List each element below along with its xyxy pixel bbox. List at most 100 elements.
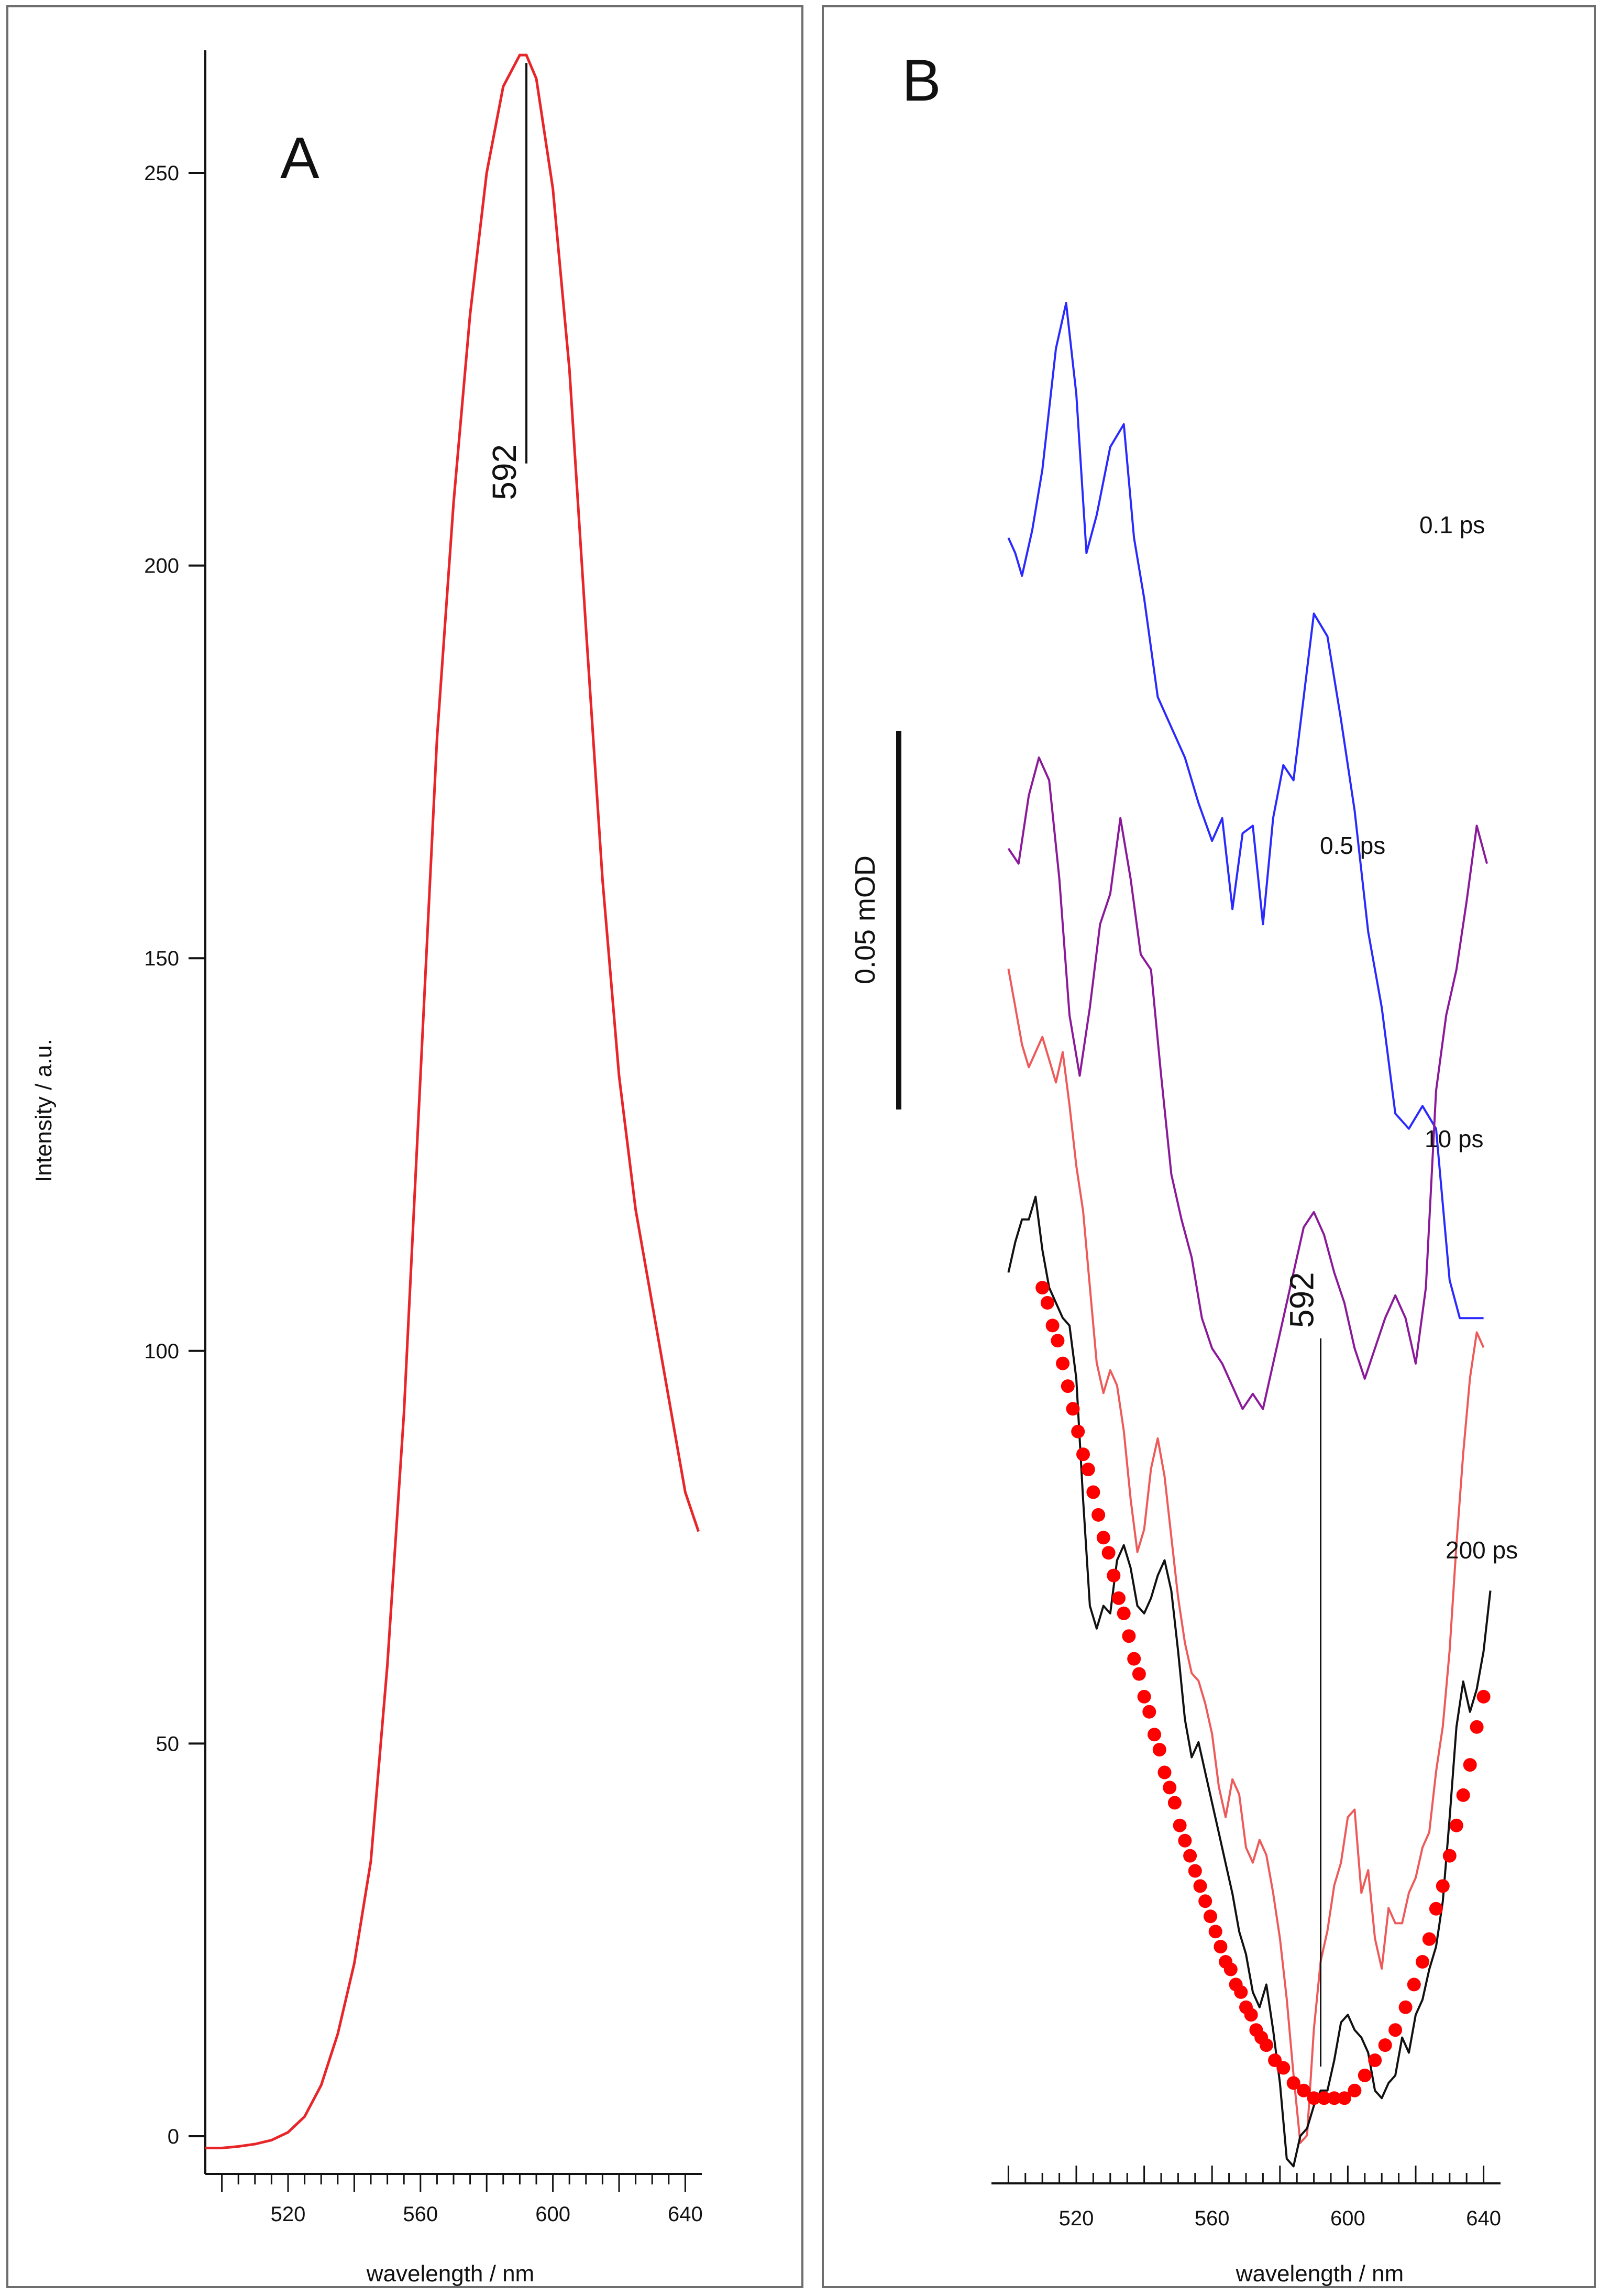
panel-b-x-tick-label: 520 bbox=[1059, 2207, 1094, 2230]
fit-point bbox=[1122, 1629, 1136, 1643]
fit-point bbox=[1137, 1689, 1151, 1704]
fit-point bbox=[1223, 1962, 1238, 1976]
fit-point bbox=[1056, 1356, 1070, 1370]
fit-point bbox=[1096, 1531, 1110, 1545]
series-label: 0.5 ps bbox=[1320, 832, 1385, 859]
fit-point bbox=[1152, 1743, 1166, 1757]
fit-point bbox=[1107, 1568, 1121, 1583]
fit-point bbox=[1081, 1463, 1095, 1477]
fit-point bbox=[1463, 1758, 1477, 1772]
fit-point bbox=[1416, 1955, 1429, 1969]
fit-point bbox=[1188, 1864, 1202, 1878]
panel-a-x-axis-title: wavelength / nm bbox=[366, 2261, 534, 2287]
panel-b-x-tick-label: 600 bbox=[1330, 2207, 1365, 2230]
fit-point bbox=[1449, 1818, 1463, 1832]
fit-point bbox=[1183, 1849, 1197, 1863]
fit-point bbox=[1337, 2091, 1351, 2105]
panel-a-y-tick-label: 250 bbox=[144, 162, 179, 185]
fit-point bbox=[1071, 1424, 1085, 1438]
fit-point bbox=[1276, 2061, 1291, 2075]
series-line-0-5-ps bbox=[1007, 756, 1488, 1410]
fit-point bbox=[1117, 1606, 1131, 1620]
fit-point bbox=[1173, 1818, 1187, 1832]
panel-a-x-tick-label: 640 bbox=[668, 2203, 703, 2226]
fit-point bbox=[1127, 1652, 1141, 1666]
fit-point bbox=[1035, 1281, 1050, 1295]
fit-point bbox=[1358, 2068, 1372, 2082]
fit-point bbox=[1407, 1978, 1421, 1992]
fit-point bbox=[1456, 1788, 1470, 1802]
series-label: 0.1 ps bbox=[1419, 511, 1485, 539]
fit-point bbox=[1244, 2008, 1258, 2022]
series-line-10-ps bbox=[1007, 969, 1485, 2144]
fit-point bbox=[1086, 1485, 1100, 1499]
series-label: 200 ps bbox=[1446, 1536, 1518, 1564]
panel-b-frame bbox=[822, 5, 1596, 2288]
fit-point bbox=[1436, 1879, 1450, 1893]
fit-point bbox=[1429, 1902, 1443, 1916]
fit-point bbox=[1307, 2091, 1321, 2105]
fit-point bbox=[1051, 1334, 1065, 1348]
panel-b-592-label: 592 bbox=[1283, 1272, 1321, 1328]
fit-point bbox=[1442, 1849, 1457, 1863]
fit-point bbox=[1348, 2083, 1362, 2097]
fit-point bbox=[1142, 1705, 1156, 1719]
fit-point bbox=[1148, 1728, 1161, 1742]
panel-a-y-tick-label: 200 bbox=[144, 555, 179, 578]
panel-a-y-tick-label: 0 bbox=[168, 2125, 179, 2148]
panel-b-letter: B bbox=[902, 48, 941, 113]
panel-a-592-label: 592 bbox=[486, 444, 523, 500]
panel-a-x-tick-label: 600 bbox=[535, 2203, 570, 2226]
panel-a: 0 50 100 150 200 250 520 560 600 640 592 A Inten… bbox=[31, 50, 703, 2287]
fit-point bbox=[1076, 1447, 1090, 1462]
fit-point bbox=[1259, 2038, 1273, 2052]
fit-point bbox=[1317, 2091, 1331, 2105]
fit-point bbox=[1388, 2023, 1403, 2037]
fit-point bbox=[1378, 2038, 1392, 2052]
fit-point bbox=[1163, 1781, 1177, 1795]
fit-point bbox=[1178, 1833, 1192, 1848]
fit-point bbox=[1112, 1591, 1126, 1605]
panel-a-y-tick-label: 100 bbox=[144, 1340, 179, 1363]
fit-point bbox=[1132, 1667, 1146, 1681]
fit-point bbox=[1286, 2076, 1300, 2090]
panel-a-y-tick-label: 150 bbox=[144, 947, 179, 970]
fit-point bbox=[1297, 2083, 1311, 2097]
panel-a-x-tick-label: 520 bbox=[271, 2203, 306, 2226]
fit-point bbox=[1045, 1319, 1060, 1333]
fit-point bbox=[1040, 1296, 1054, 1310]
fit-point bbox=[1091, 1508, 1106, 1522]
series-label: 10 ps bbox=[1425, 1125, 1484, 1152]
fit-point bbox=[1198, 1894, 1212, 1908]
fit-point bbox=[1398, 2000, 1413, 2014]
fit-point bbox=[1167, 1796, 1182, 1810]
fit-point bbox=[1470, 1720, 1484, 1734]
fit-point bbox=[1327, 2091, 1341, 2105]
panel-a-y-tick-label: 50 bbox=[156, 1732, 180, 1755]
fit-point bbox=[1422, 1932, 1436, 1946]
fit-point bbox=[1157, 1765, 1172, 1779]
fit-point bbox=[1476, 1689, 1491, 1704]
panel-a-emission-line bbox=[205, 53, 700, 2149]
fit-point bbox=[1204, 1909, 1217, 1924]
fit-point bbox=[1234, 1985, 1248, 1999]
panel-b: 520 560 600 640 B 0.05 mOD 592 0.1 ps 0.5 ps… bbox=[850, 48, 1518, 2287]
fit-point bbox=[1066, 1402, 1080, 1416]
panel-b-x-tick-label: 560 bbox=[1195, 2207, 1230, 2230]
fit-point bbox=[1193, 1879, 1207, 1893]
series-line-200-ps bbox=[1007, 1195, 1492, 2168]
fit-point bbox=[1214, 1940, 1228, 1954]
panel-b-x-axis-title: wavelength / nm bbox=[1236, 2261, 1404, 2287]
panel-b-x-tick-label: 640 bbox=[1466, 2207, 1501, 2230]
panel-a-x-tick-label: 560 bbox=[403, 2203, 438, 2226]
panel-a-y-axis-title: Intensity / a.u. bbox=[31, 1039, 57, 1182]
scale-bar-label: 0.05 mOD bbox=[850, 855, 881, 984]
fit-point bbox=[1208, 1925, 1222, 1939]
fit-point bbox=[1061, 1379, 1075, 1393]
fit-point bbox=[1101, 1546, 1116, 1560]
series-line-0-1-ps bbox=[1007, 302, 1484, 1320]
fit-point bbox=[1368, 2053, 1382, 2067]
panel-a-frame bbox=[6, 5, 803, 2288]
panel-a-letter: A bbox=[280, 125, 319, 191]
